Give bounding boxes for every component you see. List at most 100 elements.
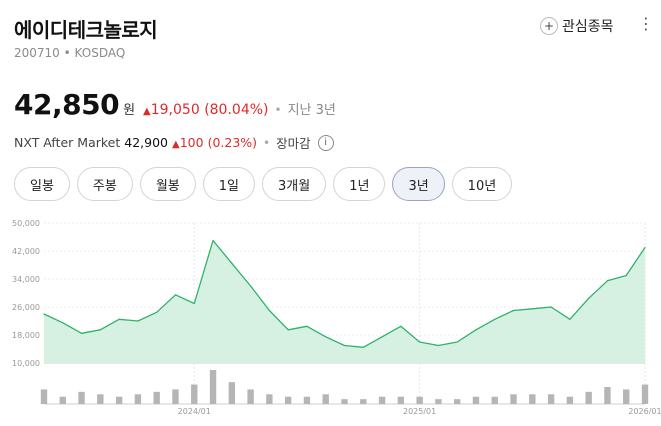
tab-daily[interactable]: 일봉 [14,167,70,201]
volume-bar [172,389,179,404]
volume-bar [454,399,461,404]
volume-bar [378,396,386,404]
price-point [156,311,158,313]
y-tick-label: 10,000 [12,359,40,368]
price-point [550,306,552,308]
period-label: 지난 3년 [287,103,336,118]
volume-bar [209,370,217,404]
up-triangle-icon: ▲ [143,106,151,117]
price-point [588,297,590,299]
price-change-pct: (80.04%) [204,102,269,118]
price-unit: 원 [123,103,136,118]
info-icon[interactable]: i [317,134,334,151]
market-status: 장마감 [276,136,311,151]
price-point [512,309,515,312]
price-row: 42,850 원 ▲19,050 (80.04%) • 지난 3년 [14,88,336,121]
volume-bar [547,394,555,404]
volume-bar [510,394,517,404]
price-change: ▲19,050 (80.04%) [143,102,269,118]
volume-bar [78,391,85,404]
volume-bar [191,384,198,404]
volume-bar [641,384,649,404]
price-point [437,344,440,347]
y-tick-label: 42,000 [12,247,40,256]
volume-bar [97,394,104,404]
price-point [494,318,496,320]
tab-1d[interactable]: 1일 [202,167,255,201]
volume-bar [303,396,311,404]
price-area [44,240,645,363]
volume-bar [585,391,592,404]
y-tick-label: 26,000 [12,303,40,312]
volume-bar [623,389,630,404]
volume-bar [416,396,423,404]
price-point [193,302,195,305]
price-point [268,309,270,312]
volume-bar [397,396,405,404]
price-point [287,329,289,331]
price-point [306,325,308,327]
period-tabs: 일봉 주봉 월봉 1일 3개월 1년 3년 10년 [14,167,513,201]
current-price: 42,850 [14,88,120,121]
plus-icon: + [540,17,558,35]
price-point [231,262,233,264]
price-point [43,313,45,315]
y-tick-label: 50,000 [12,219,40,228]
price-point [137,320,139,322]
tab-3y[interactable]: 3년 [392,167,445,201]
volume-bar [266,394,273,404]
tab-weekly[interactable]: 주봉 [76,167,133,201]
price-point [456,341,458,343]
up-triangle-icon: ▲ [172,139,180,150]
volume-bar [322,394,329,404]
volume-bar [134,394,142,404]
price-point [569,318,571,320]
volume-bar [284,396,292,404]
price-point [80,332,83,334]
x-tick-label: 2024/01 [178,407,211,416]
stock-code: 200710 [14,46,60,60]
nxt-change: ▲100 (0.23%) [172,135,258,150]
volume-bar [360,399,367,404]
price-point [381,336,383,338]
volume-bar [247,389,254,404]
price-point [99,329,101,331]
watchlist-label: 관심종목 [562,19,614,35]
volume-bar [472,396,480,404]
price-point [62,322,64,324]
y-tick-label: 18,000 [12,331,40,340]
volume-bar [341,399,348,404]
price-point [606,280,609,282]
nxt-row: NXT After Market 42,900 ▲100 (0.23%) • 장… [14,133,334,152]
volume-bar [40,389,48,404]
price-point [644,246,646,249]
x-tick-label: 2025/01 [403,407,436,416]
volume-bar [228,382,235,404]
volume-bar [153,391,160,404]
price-point [325,336,327,338]
tab-10y[interactable]: 10년 [451,167,513,201]
price-point [625,274,627,277]
stock-name: 에이디테크놀로지 [14,18,158,42]
volume-bar [59,396,66,404]
stock-market: KOSDAQ [74,46,126,60]
volume-bar [435,399,442,404]
volume-bar [604,387,611,404]
nxt-change-pct: (0.23%) [207,135,258,150]
price-point [118,318,120,320]
price-point [531,308,533,310]
tab-monthly[interactable]: 월봉 [139,167,196,201]
price-point [212,239,214,242]
volume-bar [529,394,536,404]
volume-bar [115,396,123,404]
price-point [419,341,421,343]
price-point [343,344,346,347]
tab-1y[interactable]: 1년 [333,167,386,201]
watchlist-button[interactable]: + 관심종목 [540,16,614,36]
y-tick-label: 34,000 [12,275,40,284]
more-vertical-icon[interactable]: ⋮ [638,14,654,33]
price-point [249,285,252,287]
price-point [400,325,402,327]
tab-3m[interactable]: 3개월 [262,167,327,201]
